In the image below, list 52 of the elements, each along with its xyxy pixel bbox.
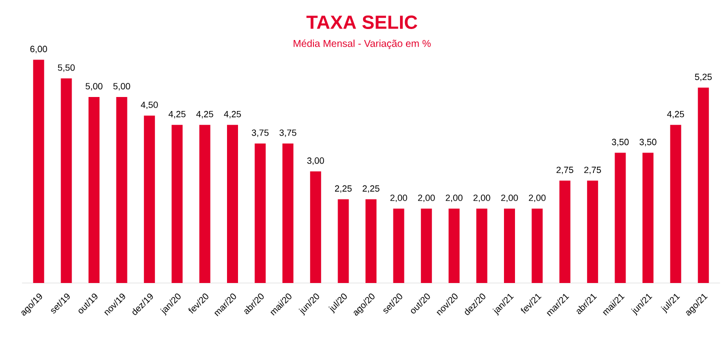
bar <box>88 96 100 283</box>
data-label: 4,25 <box>224 110 241 118</box>
bar <box>670 124 682 283</box>
data-label: 4,50 <box>140 102 158 110</box>
chart-title: TAXA SELIC <box>306 16 418 29</box>
data-label: 2,00 <box>446 194 463 202</box>
bar <box>504 208 515 283</box>
data-label: 2,00 <box>418 194 435 202</box>
bar <box>310 171 322 283</box>
bar <box>282 143 294 283</box>
data-label: 5,25 <box>694 74 712 82</box>
bar <box>254 143 266 283</box>
bar <box>172 124 183 283</box>
data-label: 4,25 <box>168 110 186 118</box>
data-label: 2,00 <box>501 194 518 202</box>
data-label: 3,50 <box>612 138 629 146</box>
data-label: 2,75 <box>556 166 574 174</box>
data-label: 3,00 <box>307 157 324 165</box>
data-label: 3,75 <box>279 130 296 137</box>
bar <box>532 208 543 283</box>
bar <box>448 208 460 283</box>
data-label: 2,00 <box>528 194 546 202</box>
chart-subtitle: Média Mensal - Variação em % <box>294 40 431 50</box>
bar <box>116 96 128 283</box>
bar <box>614 152 626 283</box>
data-label: 6,00 <box>30 46 48 54</box>
bar <box>199 124 210 283</box>
bar <box>642 152 654 283</box>
data-label: 2,25 <box>335 185 352 193</box>
bar <box>698 88 709 283</box>
bar <box>393 208 404 283</box>
bar <box>476 208 488 283</box>
data-label: 3,50 <box>640 138 656 146</box>
bar <box>144 116 155 283</box>
data-label: 2,25 <box>362 185 380 193</box>
data-label: 2,00 <box>390 194 408 202</box>
bar <box>559 180 570 283</box>
data-label: 5,00 <box>113 83 130 90</box>
bar <box>587 180 598 283</box>
data-label: 5,00 <box>86 83 102 90</box>
bar <box>420 208 432 283</box>
data-label: 5,50 <box>58 64 75 72</box>
data-label: 3,75 <box>252 130 269 137</box>
bar <box>60 78 72 283</box>
bar <box>33 60 44 283</box>
bar <box>227 124 238 283</box>
bar <box>366 199 376 283</box>
data-label: 2,00 <box>473 194 490 202</box>
data-label: 4,25 <box>667 110 684 118</box>
data-label: 2,75 <box>584 166 601 174</box>
data-label: 4,25 <box>196 110 214 118</box>
bar <box>338 199 349 283</box>
